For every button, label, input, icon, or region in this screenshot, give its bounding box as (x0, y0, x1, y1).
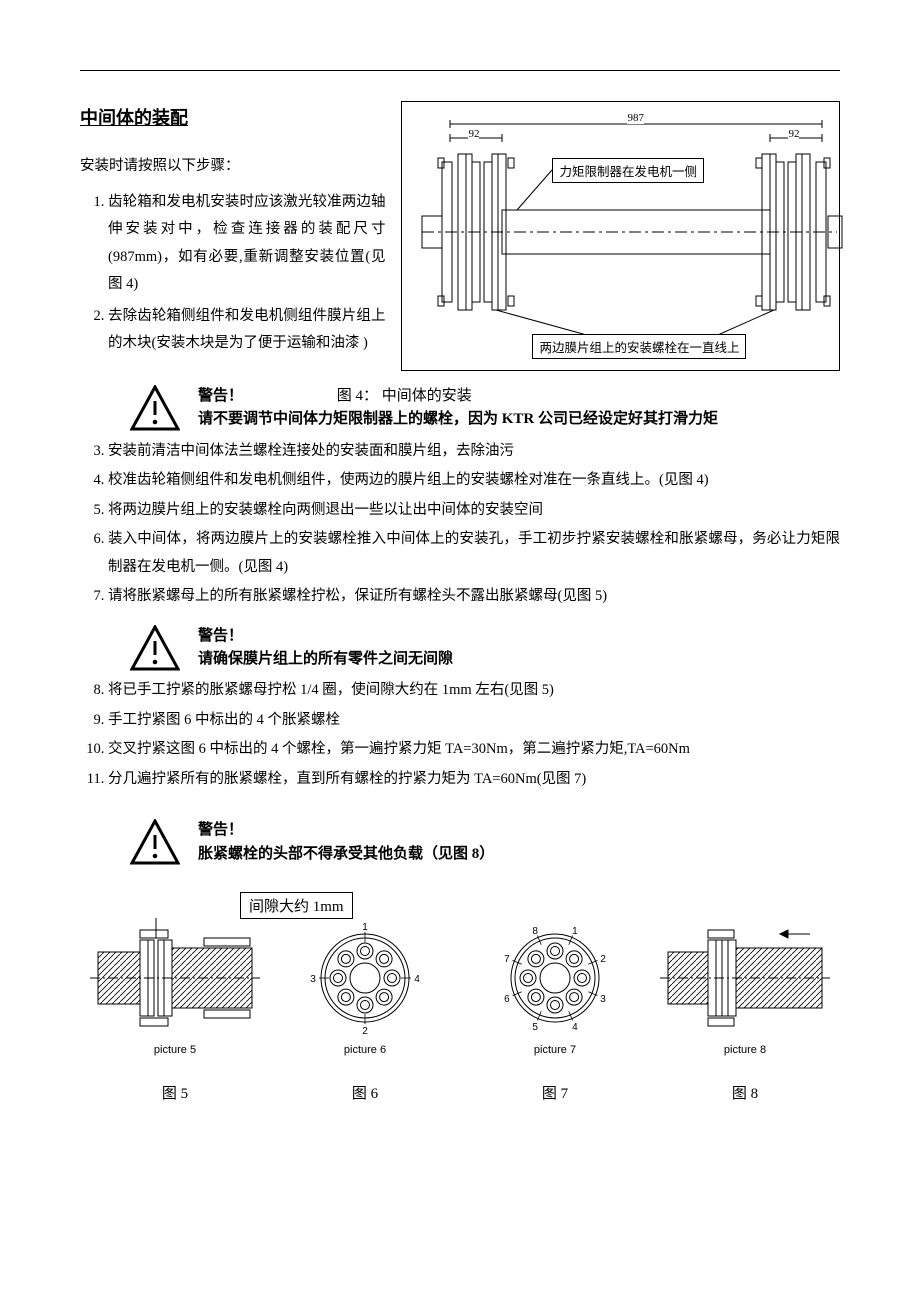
figure-6-svg: 1 2 3 4 (300, 918, 430, 1038)
step-item: 手工拧紧图 6 中标出的 4 个胀紧螺栓 (108, 707, 840, 735)
step-item: 将已手工拧紧的胀紧螺母拧松 1/4 圈，使间隙大约在 1mm 左右(见图 5) (108, 677, 840, 705)
svg-text:3: 3 (600, 994, 606, 1005)
figure-4: 987 92 92 力矩限制器在发电机一侧 两边膜片组上的安装螺栓在一直线上 (401, 101, 840, 371)
figure-strip-inner: picture 5 1 2 3 4 picture 6 (80, 896, 840, 1056)
figure-6: 1 2 3 4 picture 6 (280, 918, 450, 1056)
svg-text:1: 1 (572, 926, 578, 937)
step-item: 将两边膜片组上的安装螺栓向两侧退出一些以让出中间体的安装空间 (108, 497, 840, 525)
svg-text:4: 4 (414, 974, 420, 985)
svg-text:2: 2 (600, 954, 606, 965)
steps-bot: 将已手工拧紧的胀紧螺母拧松 1/4 圈，使间隙大约在 1mm 左右(见图 5) … (80, 677, 840, 793)
dim-987: 987 (627, 112, 644, 124)
dim-92-left: 92 (468, 128, 479, 140)
warning-2-text: 警告！ 请确保膜片组上的所有零件之间无间隙 (198, 625, 840, 672)
warning-icon (130, 625, 180, 671)
pic6-caption: picture 6 (280, 1044, 450, 1056)
svg-text:1: 1 (362, 922, 368, 933)
step-item: 齿轮箱和发电机安装时应该激光较准两边轴伸安装对中，检查连接器的装配尺寸(987m… (108, 189, 385, 299)
svg-text:6: 6 (504, 994, 510, 1005)
warning-3-text: 警告！ 胀紧螺栓的头部不得承受其他负载（见图 8） (198, 819, 840, 866)
pic7-caption: picture 7 (470, 1044, 640, 1056)
figure-7: 1 2 3 4 5 6 7 8 picture 7 (470, 918, 640, 1056)
svg-text:2: 2 (362, 1026, 368, 1037)
top-row: 中间体的装配 安装时请按照以下步骤： 齿轮箱和发电机安装时应该激光较准两边轴伸安… (80, 101, 840, 371)
left-column: 中间体的装配 安装时请按照以下步骤： 齿轮箱和发电机安装时应该激光较准两边轴伸安… (80, 101, 385, 362)
step-item: 安装前清洁中间体法兰螺栓连接处的安装面和膜片组，去除油污 (108, 438, 840, 466)
svg-text:4: 4 (572, 1022, 578, 1033)
warn1-body: 请不要调节中间体力矩限制器上的螺栓，因为 KTR 公司已经设定好其打滑力矩 (198, 411, 718, 427)
header-rule (80, 70, 840, 71)
figure-8: picture 8 (660, 918, 830, 1056)
svg-text:3: 3 (310, 974, 316, 985)
gap-label: 间隙大约 1mm (240, 892, 353, 919)
figure-4-svg (402, 102, 847, 372)
cn-cap-7: 图 7 (470, 1082, 640, 1103)
figure-5-svg (90, 918, 260, 1038)
intro-line: 安装时请按照以下步骤： (80, 153, 385, 181)
warn3-title: 警告！ (198, 822, 243, 838)
warning-1: 警告！ 图 4： 中间体的安装 请不要调节中间体力矩限制器上的螺栓，因为 KTR… (130, 385, 840, 432)
svg-text:7: 7 (504, 954, 510, 965)
step-item: 装入中间体，将两边膜片上的安装螺栓推入中间体上的安装孔，手工初步拧紧安装螺栓和胀… (108, 526, 840, 581)
warn3-body: 胀紧螺栓的头部不得承受其他负载（见图 8） (198, 846, 494, 862)
step-item: 请将胀紧螺母上的所有胀紧螺栓拧松，保证所有螺栓头不露出胀紧螺母(见图 5) (108, 583, 840, 611)
pic5-caption: picture 5 (90, 1044, 260, 1056)
warning-3: 警告！ 胀紧螺栓的头部不得承受其他负载（见图 8） (130, 819, 840, 866)
step-item: 分几遍拧紧所有的胀紧螺栓，直到所有螺栓的拧紧力矩为 TA=60Nm(见图 7) (108, 766, 840, 794)
cn-cap-8: 图 8 (660, 1082, 830, 1103)
warning-icon (130, 385, 180, 431)
figure-strip: 间隙大约 1mm (80, 896, 840, 1136)
callout-top: 力矩限制器在发电机一侧 (552, 158, 704, 183)
figure-5: picture 5 (90, 918, 260, 1056)
warning-icon (130, 819, 180, 865)
svg-text:5: 5 (532, 1022, 538, 1033)
warn2-body: 请确保膜片组上的所有零件之间无间隙 (198, 651, 453, 667)
callout-bottom: 两边膜片组上的安装螺栓在一直线上 (532, 334, 746, 359)
page: 中间体的装配 安装时请按照以下步骤： 齿轮箱和发电机安装时应该激光较准两边轴伸安… (0, 0, 920, 1302)
warning-2: 警告！ 请确保膜片组上的所有零件之间无间隙 (130, 625, 840, 672)
dim-92-right: 92 (788, 128, 799, 140)
step-item: 校准齿轮箱侧组件和发电机侧组件，使两边的膜片组上的安装螺栓对准在一条直线上。(见… (108, 467, 840, 495)
cn-captions: 图 5 图 6 图 7 图 8 (80, 1082, 840, 1103)
cn-cap-5: 图 5 (90, 1082, 260, 1103)
warning-1-text: 警告！ 图 4： 中间体的安装 请不要调节中间体力矩限制器上的螺栓，因为 KTR… (198, 385, 840, 432)
steps-top: 齿轮箱和发电机安装时应该激光较准两边轴伸安装对中，检查连接器的装配尺寸(987m… (80, 189, 385, 358)
figure-7-svg: 1 2 3 4 5 6 7 8 (490, 918, 620, 1038)
section-title: 中间体的装配 (80, 101, 385, 135)
figure-8-svg (660, 918, 830, 1038)
fig4-caption: 图 4： 中间体的安装 (337, 388, 472, 404)
svg-text:8: 8 (532, 926, 538, 937)
step-item: 交叉拧紧这图 6 中标出的 4 个螺栓，第一遍拧紧力矩 TA=30Nm，第二遍拧… (108, 736, 840, 764)
warn1-title: 警告！ (198, 388, 243, 404)
step-item: 去除齿轮箱侧组件和发电机侧组件膜片组上的木块(安装木块是为了便于运输和油漆 ) (108, 303, 385, 358)
warn2-title: 警告！ (198, 628, 243, 644)
steps-mid: 安装前清洁中间体法兰螺栓连接处的安装面和膜片组，去除油污 校准齿轮箱侧组件和发电… (80, 438, 840, 611)
cn-cap-6: 图 6 (280, 1082, 450, 1103)
pic8-caption: picture 8 (660, 1044, 830, 1056)
